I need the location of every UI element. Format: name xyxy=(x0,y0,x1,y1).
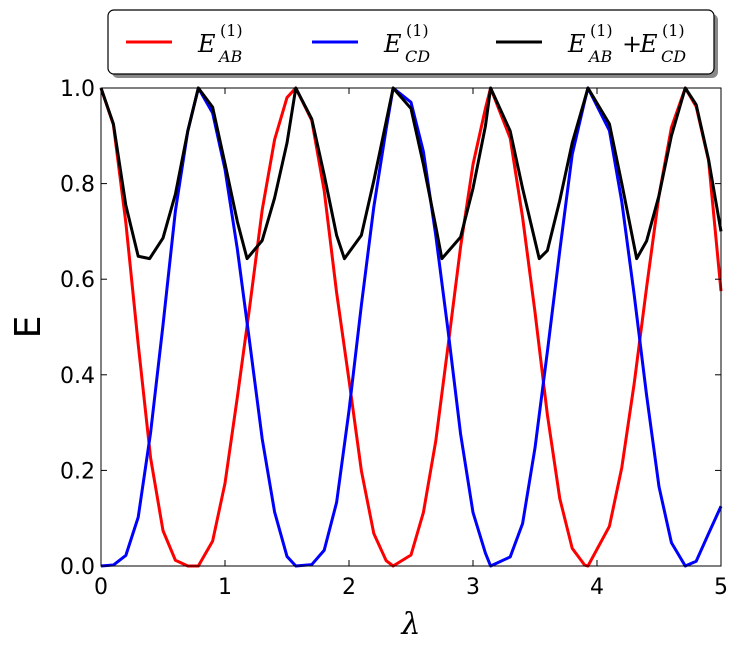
x-tick-label: 3 xyxy=(466,575,480,600)
legend: E (1) AB E (1) CD E (1) AB + E (1) CD xyxy=(107,9,718,78)
y-tick-label: 0.8 xyxy=(60,173,95,198)
legend-entry-cd: E (1) CD xyxy=(383,21,430,66)
y-tick-label: 0.2 xyxy=(60,459,95,484)
legend-sum-base2: E xyxy=(639,30,658,58)
legend-cd-base: E xyxy=(383,30,402,58)
legend-sum-sup2: (1) xyxy=(662,21,685,40)
x-tick-label: 5 xyxy=(714,575,728,600)
x-tick-label: 0 xyxy=(94,575,108,600)
series-layer xyxy=(99,86,723,568)
series-line-ab xyxy=(99,86,723,568)
series-line-sum xyxy=(99,86,723,261)
legend-ab-sup: (1) xyxy=(220,21,243,40)
x-tick-label: 2 xyxy=(342,575,356,600)
legend-sum-plus: + xyxy=(622,30,642,58)
legend-entry-ab: E (1) AB xyxy=(197,21,243,66)
plot-frame xyxy=(100,87,722,567)
legend-sum-sub1: AB xyxy=(587,47,613,66)
legend-sum-sup1: (1) xyxy=(590,21,613,40)
series-line-cd xyxy=(100,86,723,568)
y-tick-label: 1.0 xyxy=(60,77,95,102)
legend-sum-base1: E xyxy=(567,30,586,58)
x-tick-label: 4 xyxy=(590,575,604,600)
y-tick-label: 0.0 xyxy=(60,555,95,580)
legend-cd-sup: (1) xyxy=(406,21,429,40)
legend-ab-base: E xyxy=(197,30,216,58)
x-axis-title: λ xyxy=(400,607,420,642)
y-tick-label: 0.4 xyxy=(60,364,95,389)
legend-sum-sub2: CD xyxy=(661,47,686,66)
legend-entry-sum: E (1) AB + E (1) CD xyxy=(567,21,686,66)
x-tick-label: 1 xyxy=(218,575,232,600)
legend-cd-sub: CD xyxy=(405,47,430,66)
legend-box xyxy=(107,9,715,75)
legend-ab-sub: AB xyxy=(217,47,243,66)
y-tick-label: 0.6 xyxy=(60,268,95,293)
ticks-layer: 0 1 2 3 4 5 0.0 0.2 0.4 0.6 0.8 1.0 xyxy=(60,77,728,600)
y-axis-title: E xyxy=(8,316,49,339)
